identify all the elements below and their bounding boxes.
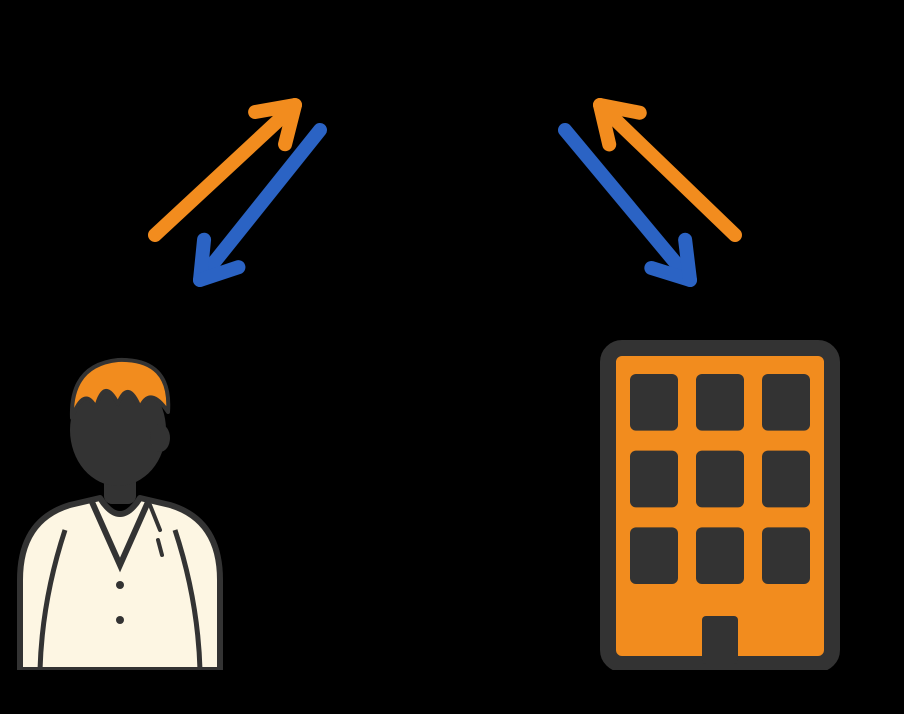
person-icon [0,330,240,670]
building-icon [590,330,850,670]
